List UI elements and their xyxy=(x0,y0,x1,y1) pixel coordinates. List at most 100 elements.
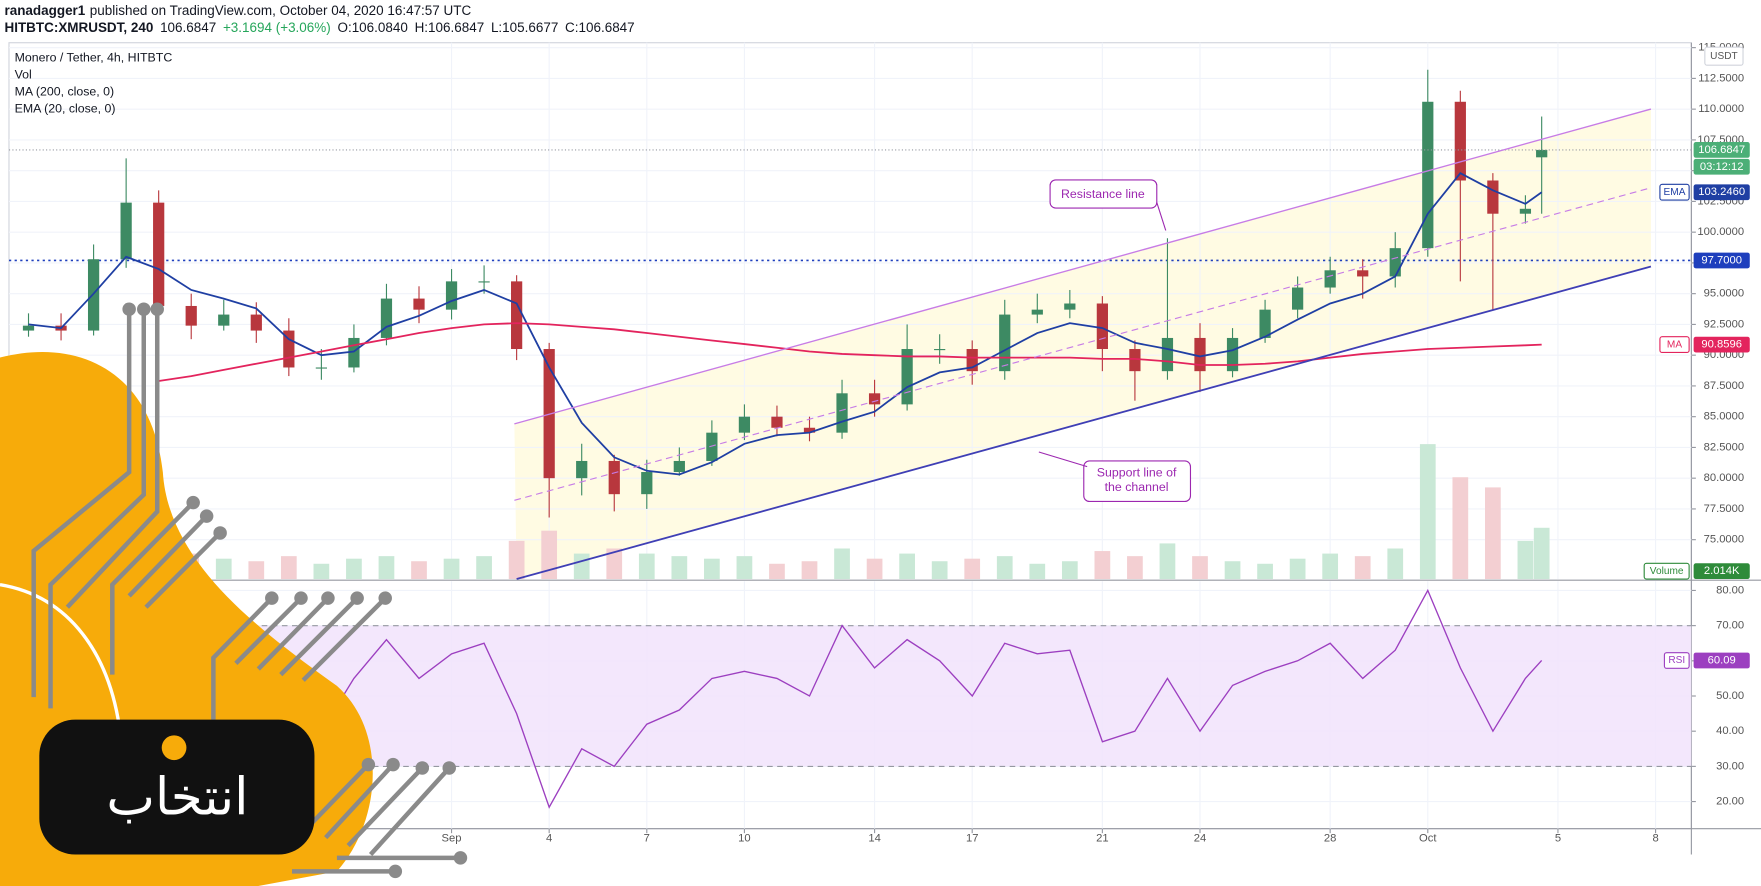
logo-text: انتخاب xyxy=(106,768,248,828)
volume-bar xyxy=(411,561,427,580)
candle-body xyxy=(836,393,848,433)
last: 106.6847 xyxy=(160,20,216,35)
volume-bar xyxy=(1322,553,1339,580)
volume-bar xyxy=(769,563,785,580)
volume-bar xyxy=(1354,556,1371,580)
channel-midline xyxy=(514,187,1652,501)
countdown-tag xyxy=(1693,158,1750,175)
x-tick-label: 4 xyxy=(546,833,552,845)
currency-box xyxy=(1704,46,1744,66)
series-name-tag xyxy=(1663,652,1690,669)
series-name-tag-label: RSI xyxy=(1668,655,1685,666)
volume-bar xyxy=(1533,527,1550,580)
candle-body xyxy=(1487,180,1499,214)
volume-bar xyxy=(996,556,1013,580)
volume-bar xyxy=(801,561,818,580)
last-price-tag-label: 106.6847 xyxy=(1698,144,1745,156)
volume-bar xyxy=(931,561,948,580)
countdown-tag-label: 03:12:12 xyxy=(1700,161,1744,173)
callout-pointer xyxy=(1038,451,1088,468)
volume-bar xyxy=(899,553,915,580)
volume-value-tag-label: 2.014K xyxy=(1704,565,1740,577)
volume-bar xyxy=(1192,556,1208,580)
x-tick-label: 28 xyxy=(1324,833,1336,845)
candle-body xyxy=(413,298,425,310)
price-level-tag-label: 97.7000 xyxy=(1701,254,1742,266)
volume-bar xyxy=(606,548,623,580)
candle-body xyxy=(1064,303,1076,310)
y-tick-label: 82.5000 xyxy=(1704,441,1745,453)
volume-bar xyxy=(476,556,492,580)
candle-body xyxy=(1389,248,1401,277)
indicator-line xyxy=(158,322,1542,382)
candle-body xyxy=(283,330,295,368)
candle-body xyxy=(1324,270,1336,288)
volume-bar xyxy=(704,558,720,580)
indicator-value-tag xyxy=(1693,184,1750,201)
candle-body xyxy=(348,337,360,368)
volume-bar xyxy=(1224,561,1241,580)
support-callout xyxy=(1083,460,1192,503)
series-name-tag xyxy=(1659,336,1690,354)
rsi-value-tag-label: 60.09 xyxy=(1708,654,1736,666)
candle-body xyxy=(1096,303,1108,350)
y-tick-label: 50.00 xyxy=(1716,690,1744,702)
volume-bar xyxy=(378,556,395,580)
ohlc-low: L:105.6677 xyxy=(491,20,558,35)
volume-bar xyxy=(834,548,850,580)
y-tick-label: 112.5000 xyxy=(1698,72,1744,84)
candle-body xyxy=(1454,101,1466,181)
volume-bar xyxy=(1517,540,1534,580)
candle-body xyxy=(934,349,946,351)
y-tick-label: 40.00 xyxy=(1716,725,1744,737)
y-tick-label: 100.0000 xyxy=(1697,226,1744,238)
volume-bar xyxy=(1289,558,1306,580)
indicator-value-tag-label: 103.2460 xyxy=(1698,186,1745,198)
bitcoin-icon xyxy=(161,735,187,761)
currency: USDT xyxy=(1710,51,1738,62)
candle-body xyxy=(1031,309,1043,315)
y-tick-label: 80.0000 xyxy=(1704,472,1745,484)
candle-body xyxy=(1292,287,1304,310)
candle-body xyxy=(218,314,230,326)
volume-bar xyxy=(443,558,460,580)
candle-body xyxy=(1519,208,1532,214)
volume-bar xyxy=(1127,556,1143,580)
ohlc-high: H:106.6847 xyxy=(415,20,485,35)
support-label: the channel xyxy=(1105,480,1169,494)
change: +3.1694 (+3.06%) xyxy=(223,20,331,35)
y-tick-label: 95.0000 xyxy=(1704,288,1745,300)
volume-bar xyxy=(1452,477,1469,580)
volume-value-tag xyxy=(1693,563,1750,580)
x-tick-label: 14 xyxy=(868,833,880,845)
indicator-value-tag-label: 90.8596 xyxy=(1701,339,1742,351)
candle-body xyxy=(738,416,751,433)
candle-body xyxy=(966,349,978,372)
x-tick-label: 17 xyxy=(966,833,978,845)
resistance-label: Resistance line xyxy=(1061,187,1145,201)
candle-body xyxy=(478,281,490,283)
volume-bar xyxy=(1485,487,1501,580)
candle-body xyxy=(315,367,327,369)
volume-bar xyxy=(1029,563,1046,580)
candle-body xyxy=(511,281,523,350)
series-name-tag-label: Volume xyxy=(1650,566,1684,577)
candle-body xyxy=(868,393,881,405)
x-tick-label: 8 xyxy=(1652,833,1658,845)
volume-bar xyxy=(248,561,265,580)
volume-bar xyxy=(573,553,590,580)
volume-bar xyxy=(1257,563,1273,580)
resistance-line xyxy=(514,108,1652,425)
volume-bar xyxy=(866,558,883,580)
indicator-value-tag xyxy=(1693,336,1750,353)
volume-bar xyxy=(1419,444,1436,580)
chart-title: Monero / Tether, 4h, HITBTC xyxy=(15,51,173,65)
y-tick-label: 85.0000 xyxy=(1704,411,1745,423)
y-tick-label: 92.5000 xyxy=(1704,318,1745,330)
candle-body xyxy=(1422,101,1434,249)
y-tick-label: 80.00 xyxy=(1716,584,1744,596)
volume-bar xyxy=(1159,543,1176,580)
series-name-tag xyxy=(1643,562,1690,580)
